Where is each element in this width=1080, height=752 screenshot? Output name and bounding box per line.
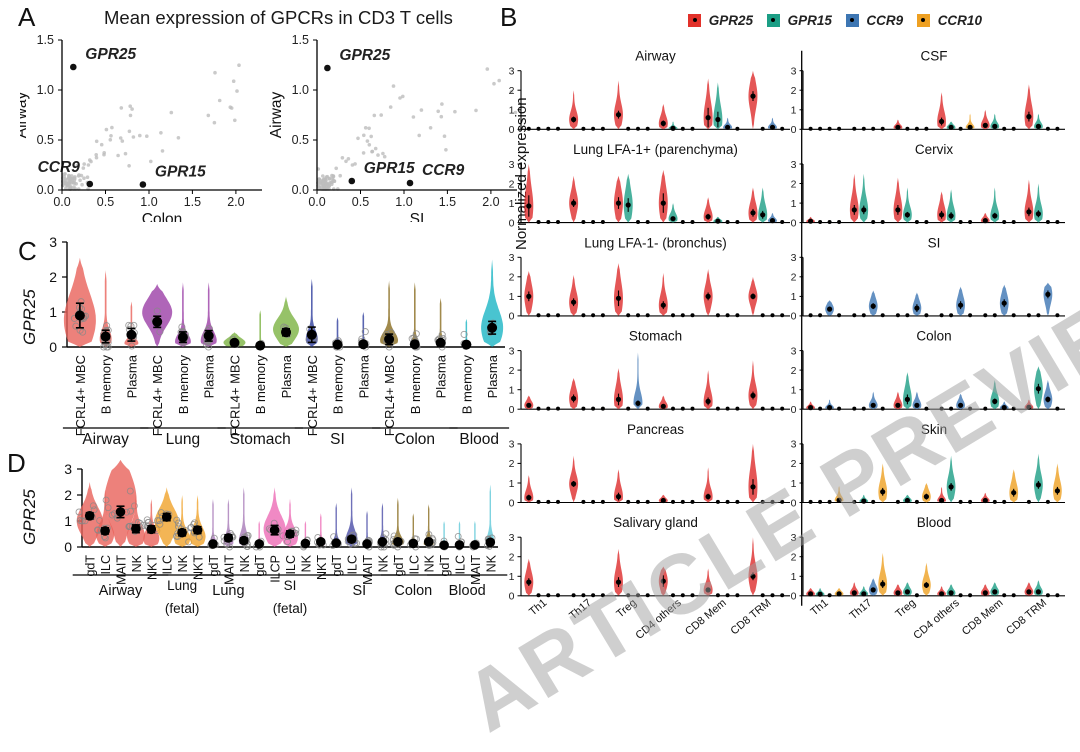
svg-text:0: 0	[791, 591, 797, 603]
svg-text:3: 3	[791, 439, 797, 451]
svg-text:2: 2	[509, 272, 515, 284]
svg-text:SI: SI	[928, 235, 941, 250]
svg-text:Pancreas: Pancreas	[627, 422, 684, 437]
svg-text:3: 3	[509, 439, 515, 451]
svg-text:Colon: Colon	[916, 329, 951, 344]
svg-text:3: 3	[791, 252, 797, 264]
svg-text:3: 3	[509, 345, 515, 357]
svg-text:0: 0	[791, 404, 797, 416]
svg-text:3: 3	[509, 252, 515, 264]
svg-text:1: 1	[509, 385, 515, 397]
svg-text:1: 1	[791, 198, 797, 210]
svg-text:2: 2	[509, 458, 515, 470]
svg-text:Lung LFA-1- (bronchus): Lung LFA-1- (bronchus)	[584, 235, 727, 250]
svg-text:0: 0	[509, 591, 515, 603]
svg-text:2: 2	[509, 365, 515, 377]
svg-text:3: 3	[791, 159, 797, 171]
svg-text:CD8 TRM: CD8 TRM	[1004, 597, 1049, 637]
svg-text:0: 0	[509, 404, 515, 416]
svg-text:1: 1	[509, 291, 515, 303]
svg-text:Airway: Airway	[635, 49, 676, 64]
svg-text:CSF: CSF	[921, 49, 948, 64]
svg-text:3: 3	[791, 66, 797, 78]
svg-text:0: 0	[791, 124, 797, 136]
svg-text:3: 3	[509, 532, 515, 544]
svg-text:0: 0	[791, 311, 797, 323]
svg-text:Lung LFA-1+ (parenchyma): Lung LFA-1+ (parenchyma)	[573, 142, 738, 157]
svg-text:1: 1	[509, 198, 515, 210]
svg-text:1: 1	[509, 105, 515, 117]
svg-text:Th1: Th1	[808, 597, 830, 618]
svg-text:1: 1	[509, 571, 515, 583]
svg-text:0: 0	[509, 217, 515, 229]
svg-text:3: 3	[791, 345, 797, 357]
svg-text:CD4 others: CD4 others	[911, 597, 962, 642]
svg-text:2: 2	[791, 272, 797, 284]
svg-text:CD8 Mem: CD8 Mem	[960, 597, 1006, 638]
svg-text:0: 0	[791, 217, 797, 229]
svg-text:3: 3	[509, 66, 515, 78]
svg-text:1: 1	[791, 291, 797, 303]
svg-text:2: 2	[509, 552, 515, 564]
svg-text:Th17: Th17	[848, 597, 875, 622]
svg-text:0: 0	[509, 497, 515, 509]
svg-text:2: 2	[791, 178, 797, 190]
svg-text:1: 1	[509, 478, 515, 490]
svg-text:2: 2	[509, 85, 515, 97]
svg-text:1: 1	[791, 385, 797, 397]
svg-text:Blood: Blood	[917, 515, 952, 530]
svg-text:Treg: Treg	[893, 597, 918, 620]
svg-text:2: 2	[791, 85, 797, 97]
svg-text:0: 0	[509, 311, 515, 323]
svg-text:1: 1	[791, 105, 797, 117]
svg-text:2: 2	[509, 178, 515, 190]
svg-text:Cervix: Cervix	[915, 142, 954, 157]
svg-text:Stomach: Stomach	[629, 329, 682, 344]
svg-text:3: 3	[509, 159, 515, 171]
svg-text:0: 0	[509, 124, 515, 136]
svg-text:2: 2	[791, 365, 797, 377]
